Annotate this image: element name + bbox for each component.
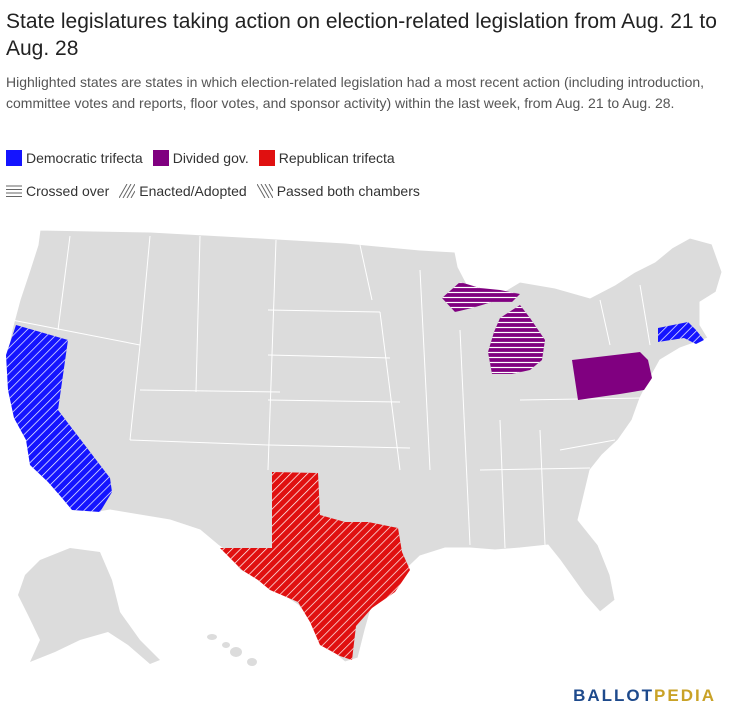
state-pennsylvania [572,352,652,400]
legend-label: Passed both chambers [276,183,420,199]
legend-label: Democratic trifecta [26,150,143,166]
legend-label: Crossed over [26,183,110,199]
state-michigan [442,282,545,374]
legend-republican-trifecta: Republican trifecta [258,150,395,166]
legend-enacted-adopted: Enacted/Adopted [119,183,247,199]
legend-divided-gov: Divided gov. [152,150,249,166]
pattern-legend: Crossed over Enacted/Adopted Passed both… [6,181,430,201]
state-california [6,325,112,512]
diagonal-right-lines-icon [119,184,136,198]
democratic-swatch [6,150,22,166]
legend-label: Republican trifecta [278,150,395,166]
republican-swatch [258,150,275,166]
hawaii [207,634,257,666]
logo-pedia: PEDIA [654,686,716,705]
divided-swatch [152,150,169,166]
legend-label: Divided gov. [172,150,249,166]
color-legend: Democratic trifecta Divided gov. Republi… [6,148,405,168]
ballotpedia-logo: BALLOTPEDIA [573,686,716,706]
us-map [6,229,723,666]
logo-ballot: BALLOT [573,686,655,705]
chart-subtitle: Highlighted states are states in which e… [6,74,705,111]
legend-democratic-trifecta: Democratic trifecta [6,150,143,166]
alaska [18,548,160,664]
chart-title: State legislatures taking action on elec… [6,10,717,60]
horizontal-lines-icon [6,185,22,197]
legend-crossed-over: Crossed over [6,183,109,199]
state-texas [220,472,410,660]
legend-label: Enacted/Adopted [139,183,247,199]
state-massachusetts [658,322,704,344]
legend-passed-both: Passed both chambers [256,183,420,199]
diagonal-left-lines-icon [256,184,273,198]
